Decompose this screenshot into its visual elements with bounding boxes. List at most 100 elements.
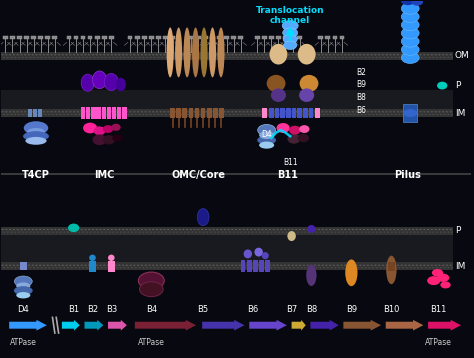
Ellipse shape: [135, 57, 137, 58]
Ellipse shape: [146, 57, 148, 58]
Ellipse shape: [244, 267, 246, 268]
Ellipse shape: [259, 232, 261, 233]
Ellipse shape: [145, 265, 147, 266]
Ellipse shape: [100, 54, 101, 55]
Text: B2: B2: [356, 68, 366, 77]
Bar: [0, 52, 453, 60]
Ellipse shape: [209, 229, 211, 230]
Ellipse shape: [410, 267, 411, 268]
Ellipse shape: [238, 265, 241, 266]
Ellipse shape: [88, 111, 91, 112]
Ellipse shape: [216, 229, 219, 230]
Ellipse shape: [224, 54, 226, 55]
Ellipse shape: [237, 57, 238, 58]
Ellipse shape: [404, 111, 407, 112]
Bar: [95, 36, 100, 39]
Ellipse shape: [160, 111, 162, 112]
Ellipse shape: [259, 141, 274, 149]
Ellipse shape: [64, 57, 65, 58]
Ellipse shape: [292, 111, 294, 112]
Ellipse shape: [263, 267, 265, 268]
Ellipse shape: [385, 229, 388, 230]
Ellipse shape: [92, 265, 94, 266]
Ellipse shape: [7, 267, 9, 268]
Text: ATPase: ATPase: [138, 338, 165, 347]
Ellipse shape: [173, 114, 174, 115]
Ellipse shape: [451, 267, 453, 268]
Ellipse shape: [182, 229, 184, 230]
Ellipse shape: [393, 111, 395, 112]
Ellipse shape: [340, 111, 343, 112]
Bar: [122, 107, 127, 119]
Ellipse shape: [447, 114, 449, 115]
Ellipse shape: [46, 111, 49, 112]
Ellipse shape: [231, 229, 234, 230]
Bar: [189, 36, 194, 39]
Ellipse shape: [259, 57, 261, 58]
Ellipse shape: [148, 111, 151, 112]
Ellipse shape: [218, 57, 219, 58]
Ellipse shape: [209, 111, 211, 112]
Ellipse shape: [88, 229, 91, 230]
Bar: [66, 36, 71, 39]
Bar: [255, 36, 260, 39]
Ellipse shape: [383, 57, 385, 58]
Ellipse shape: [16, 282, 30, 290]
Ellipse shape: [175, 28, 182, 77]
Ellipse shape: [440, 114, 442, 115]
Ellipse shape: [387, 57, 389, 58]
FancyArrow shape: [386, 320, 423, 330]
Ellipse shape: [86, 57, 88, 58]
Ellipse shape: [46, 54, 49, 55]
Ellipse shape: [90, 114, 91, 115]
Bar: [112, 107, 116, 119]
Ellipse shape: [216, 54, 219, 55]
Ellipse shape: [212, 229, 215, 230]
Ellipse shape: [342, 232, 344, 233]
Bar: [128, 36, 133, 39]
Ellipse shape: [361, 114, 363, 115]
Ellipse shape: [56, 114, 58, 115]
Ellipse shape: [333, 229, 335, 230]
Ellipse shape: [365, 267, 366, 268]
Ellipse shape: [446, 229, 448, 230]
Ellipse shape: [283, 28, 298, 38]
Ellipse shape: [167, 111, 169, 112]
Ellipse shape: [142, 267, 144, 268]
Ellipse shape: [271, 88, 286, 102]
Ellipse shape: [252, 267, 254, 268]
Ellipse shape: [314, 54, 316, 55]
Ellipse shape: [427, 54, 429, 55]
Ellipse shape: [310, 265, 312, 266]
Ellipse shape: [261, 111, 264, 112]
Ellipse shape: [50, 229, 53, 230]
Ellipse shape: [412, 54, 414, 55]
Ellipse shape: [258, 125, 275, 136]
Ellipse shape: [263, 232, 265, 233]
Text: B9: B9: [356, 80, 366, 89]
Ellipse shape: [435, 111, 437, 112]
Ellipse shape: [289, 114, 291, 115]
Ellipse shape: [73, 265, 75, 266]
Ellipse shape: [50, 54, 53, 55]
Ellipse shape: [345, 260, 357, 286]
Text: D4: D4: [261, 130, 272, 139]
Ellipse shape: [112, 57, 114, 58]
Ellipse shape: [174, 54, 177, 55]
Bar: [0, 262, 453, 270]
Ellipse shape: [265, 54, 267, 55]
Ellipse shape: [244, 232, 246, 233]
Ellipse shape: [201, 265, 203, 266]
Ellipse shape: [120, 267, 122, 268]
Bar: [203, 36, 208, 39]
Ellipse shape: [202, 57, 204, 58]
Ellipse shape: [65, 229, 68, 230]
Ellipse shape: [214, 114, 216, 115]
Ellipse shape: [141, 111, 143, 112]
Ellipse shape: [318, 265, 320, 266]
Ellipse shape: [327, 232, 329, 233]
Ellipse shape: [58, 265, 60, 266]
Ellipse shape: [193, 111, 196, 112]
Ellipse shape: [282, 267, 283, 268]
Ellipse shape: [67, 267, 69, 268]
